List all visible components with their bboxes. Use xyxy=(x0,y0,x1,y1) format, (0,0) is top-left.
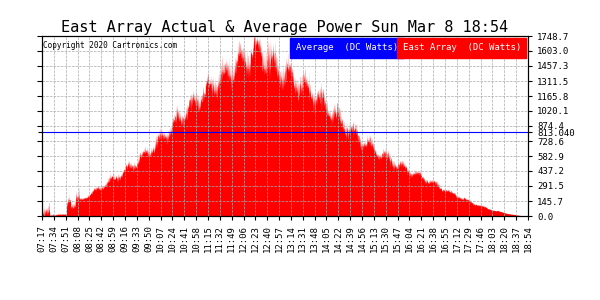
Text: Copyright 2020 Cartronics.com: Copyright 2020 Cartronics.com xyxy=(43,41,177,50)
Title: East Array Actual & Average Power Sun Mar 8 18:54: East Array Actual & Average Power Sun Ma… xyxy=(61,20,509,35)
Legend: Average  (DC Watts), East Array  (DC Watts): Average (DC Watts), East Array (DC Watts… xyxy=(293,40,523,55)
